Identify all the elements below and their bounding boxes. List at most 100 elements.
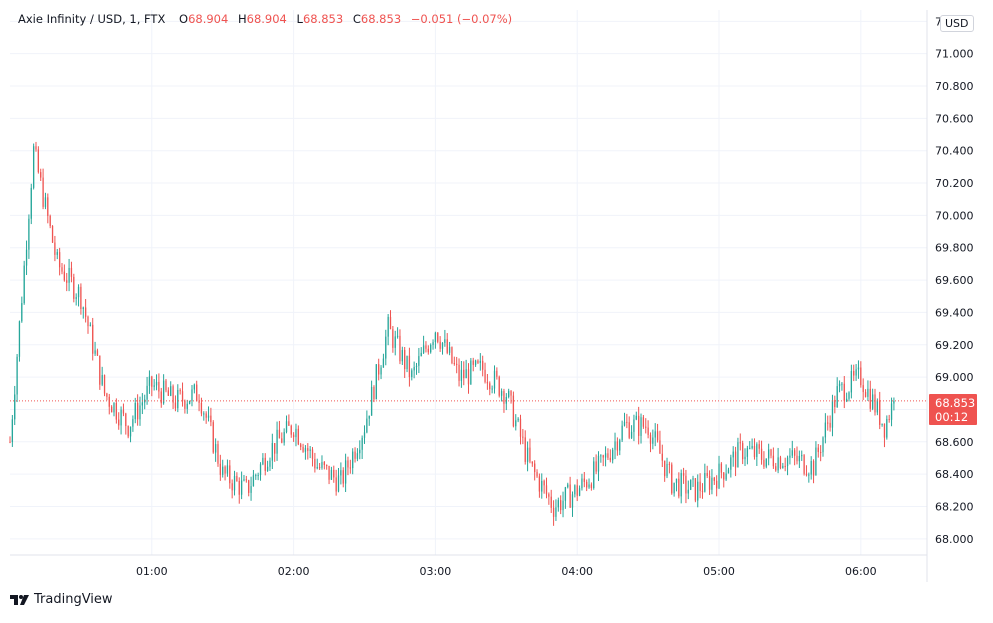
- candle-body: [890, 403, 893, 420]
- grid-layer: [10, 10, 927, 555]
- close-label: C: [352, 12, 361, 26]
- candle-body: [141, 402, 144, 406]
- candle-body: [40, 172, 42, 178]
- candle-body: [590, 484, 593, 489]
- candle-body: [841, 383, 843, 385]
- candle-body: [35, 146, 37, 150]
- candle-body: [456, 363, 458, 365]
- candle-body: [656, 431, 659, 441]
- candle-body: [817, 447, 819, 453]
- candle-body: [54, 242, 56, 255]
- candle-body: [11, 419, 14, 443]
- candle-body: [777, 457, 779, 471]
- candle-body: [531, 461, 533, 464]
- x-tick-label: 01:00: [136, 565, 168, 578]
- candle-body: [529, 447, 531, 462]
- candle-body: [257, 475, 259, 477]
- candle-body: [9, 441, 11, 443]
- candle-body: [155, 381, 158, 386]
- candle-body: [548, 494, 550, 497]
- candle-body: [836, 386, 838, 408]
- candle-body: [186, 403, 188, 409]
- candle-body: [214, 444, 217, 453]
- candle-body: [718, 463, 720, 489]
- candle-body: [855, 369, 857, 376]
- candle-body: [640, 417, 642, 436]
- candle-body: [678, 478, 680, 497]
- candle-body: [512, 395, 515, 427]
- candle-body: [118, 419, 120, 426]
- candle-body: [363, 432, 366, 438]
- candle-body: [552, 507, 555, 517]
- candle-body: [593, 461, 595, 489]
- candle-body: [652, 437, 654, 444]
- candle-body: [569, 484, 571, 508]
- brand-footer[interactable]: TradingView: [10, 592, 113, 607]
- candle-body: [240, 480, 243, 495]
- candle-body: [269, 460, 271, 467]
- candle-body: [661, 453, 663, 461]
- candle-body: [612, 449, 614, 461]
- low-label: L: [296, 12, 303, 26]
- candle-body: [834, 400, 836, 408]
- candle-body: [162, 380, 165, 404]
- candle-body: [61, 267, 63, 272]
- candle-body: [321, 462, 323, 468]
- candle-body: [385, 336, 387, 359]
- y-tick-label: 68.600: [935, 436, 974, 449]
- y-tick-label: 70.400: [935, 145, 974, 158]
- candle-body: [760, 448, 763, 460]
- candle-body: [645, 426, 647, 428]
- candle-body: [77, 286, 80, 298]
- candle-body: [871, 394, 874, 409]
- candle-body: [191, 389, 193, 401]
- candle-body: [666, 463, 668, 477]
- candle-body: [432, 342, 434, 345]
- candle-body: [730, 457, 732, 470]
- candle-body: [356, 453, 359, 459]
- candle-body: [437, 332, 439, 342]
- close-value: 68.853: [360, 12, 402, 26]
- candle-body: [822, 437, 824, 453]
- candle-body: [465, 369, 467, 379]
- candle-body: [630, 431, 633, 438]
- candle-body: [472, 360, 474, 365]
- candle-body: [633, 419, 635, 432]
- candle-body: [793, 450, 796, 456]
- currency-button[interactable]: USD: [940, 15, 974, 32]
- x-tick-label: 03:00: [420, 565, 452, 578]
- candle-body: [697, 481, 699, 501]
- candle-body: [786, 457, 789, 467]
- candle-body: [550, 496, 552, 508]
- candle-body: [404, 350, 406, 370]
- candle-body: [628, 422, 630, 438]
- candle-body: [883, 423, 886, 438]
- candle-body: [174, 402, 177, 409]
- candle-body: [857, 367, 860, 370]
- bar-countdown: 00:12: [935, 410, 969, 424]
- candle-body: [588, 484, 590, 488]
- candle-body: [500, 391, 503, 396]
- candle-body: [782, 465, 784, 469]
- candle-body: [148, 376, 151, 386]
- candle-body: [798, 455, 801, 462]
- candle-body: [283, 431, 285, 443]
- candle-body: [66, 280, 68, 283]
- candle-body: [420, 352, 422, 357]
- symbol-title[interactable]: Axie Infinity / USD, 1, FTX: [18, 12, 166, 26]
- candle-body: [271, 443, 273, 461]
- candle-body: [158, 381, 160, 392]
- candle-body: [233, 475, 236, 491]
- candle-body: [444, 339, 446, 343]
- candle-body: [134, 402, 136, 420]
- candle-body: [368, 415, 370, 419]
- candle-body: [207, 415, 210, 418]
- candle-body: [101, 375, 103, 385]
- candle-body: [602, 455, 604, 458]
- candle-body: [139, 405, 141, 420]
- candle-body: [295, 428, 297, 438]
- candle-body: [75, 297, 77, 299]
- y-tick-label: 69.200: [935, 339, 974, 352]
- candle-body: [21, 303, 23, 322]
